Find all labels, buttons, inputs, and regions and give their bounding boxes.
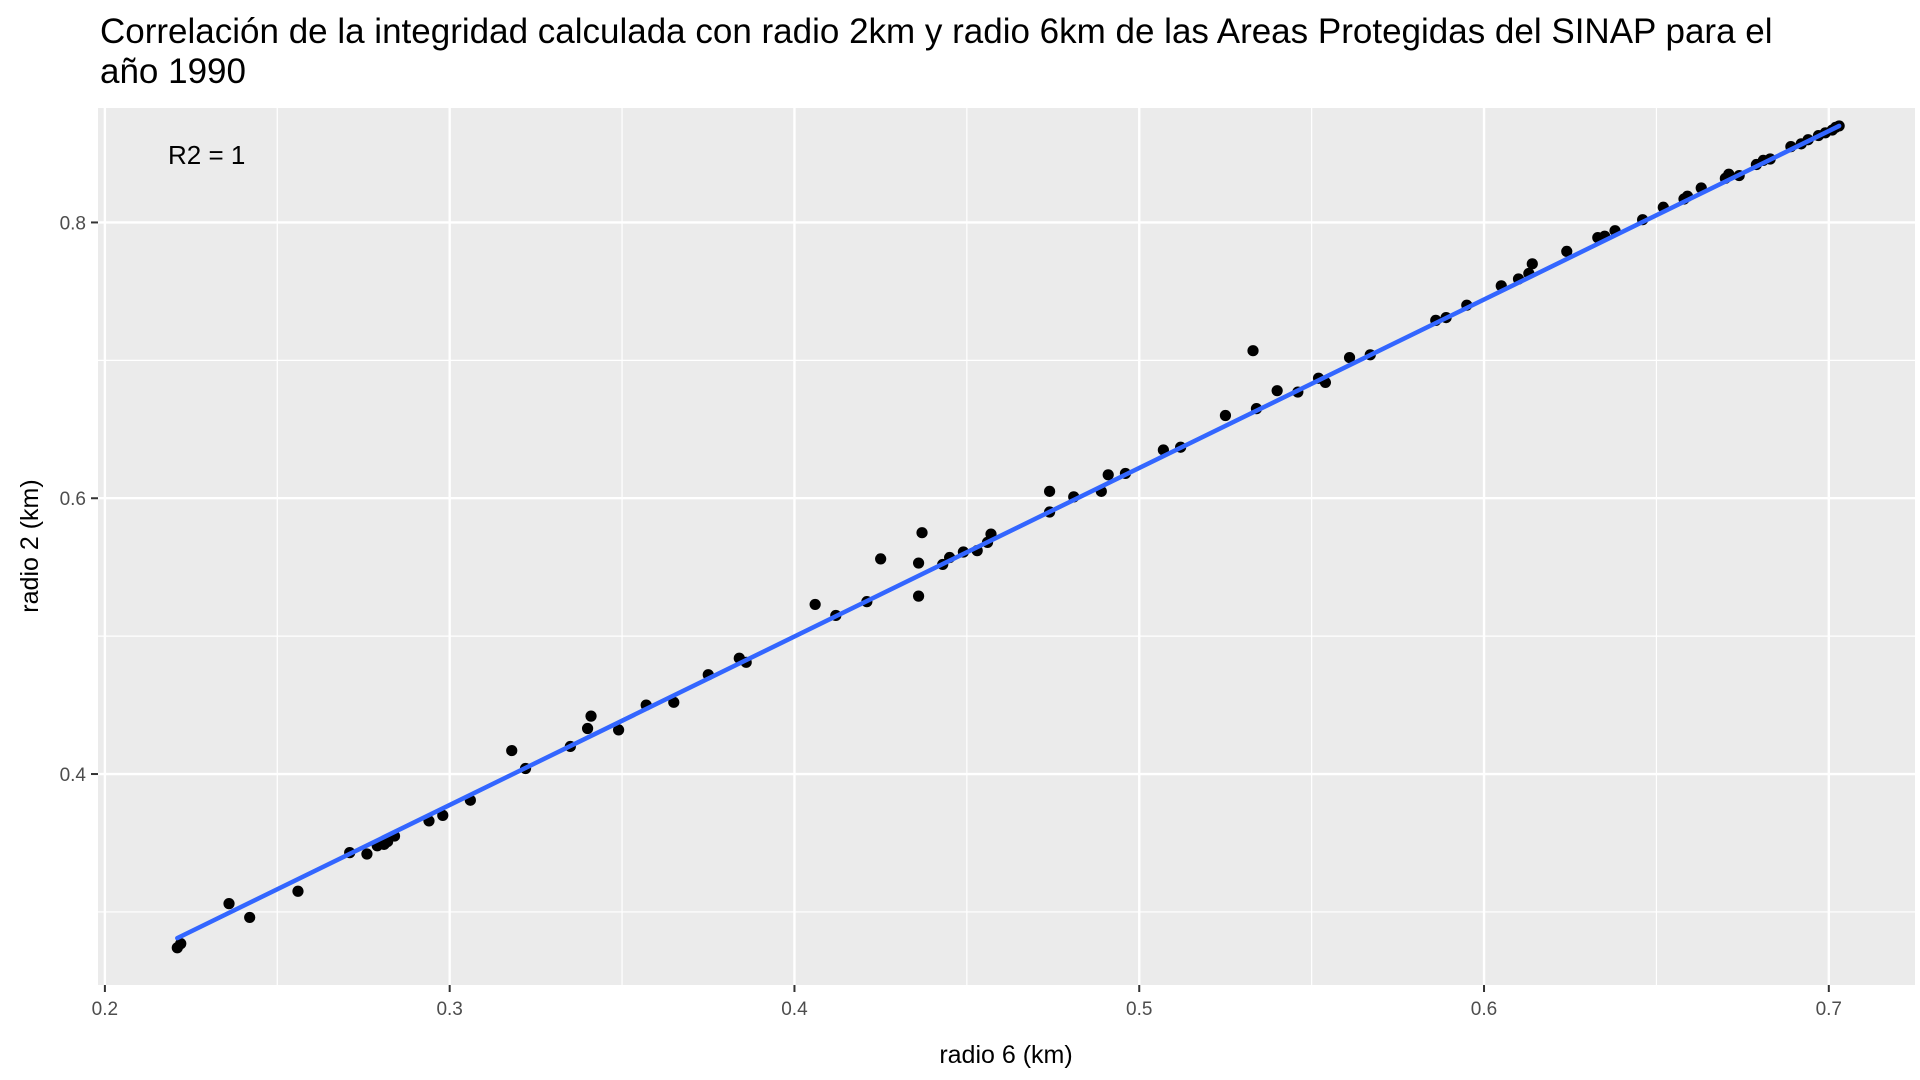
data-point [506,744,518,757]
data-point [1102,469,1114,481]
x-axis-title: radio 6 (km) [939,1041,1072,1069]
data-point [223,898,235,910]
data-point [175,938,187,950]
x-tick-label: 0.3 [436,999,462,1020]
data-point [668,696,680,708]
y-tick-label: 0.4 [60,765,87,786]
data-point [1043,485,1056,497]
chart-title: Correlación de la integridad calculada c… [100,12,1773,91]
data-point [361,848,373,860]
data-point [244,911,256,924]
y-tick-label: 0.6 [60,489,86,510]
y-axis-title: radio 2 (km) [16,479,44,612]
x-tick-label: 0.7 [1816,999,1842,1020]
data-point [613,724,625,736]
regression-line [175,123,1842,941]
x-tick-label: 0.5 [1126,999,1152,1020]
data-point [1561,245,1573,258]
data-point [875,553,887,565]
plot-panel [98,108,1915,985]
data-point [916,527,928,539]
data-point [912,590,925,602]
x-axis-ticks: 0.2 0.3 0.4 0.5 0.6 0.7 [92,985,1842,1020]
data-point [1343,351,1356,364]
data-point [585,710,597,722]
y-axis-ticks: 0.4 0.6 0.8 [60,213,98,786]
grid-minor [98,108,1915,985]
grid-major [98,108,1915,985]
data-point [292,885,304,897]
data-point [1526,258,1538,270]
r2-annotation: R2 = 1 [168,140,245,170]
x-tick-label: 0.6 [1471,999,1497,1020]
data-point [809,598,821,611]
data-point [912,557,925,569]
data-point [437,809,449,821]
data-point [1271,385,1283,397]
x-tick-label: 0.4 [781,999,808,1020]
y-tick-label: 0.8 [60,213,86,234]
x-tick-label: 0.2 [92,999,118,1020]
data-point [1247,345,1259,357]
data-point [581,722,594,735]
data-point [1219,409,1232,422]
